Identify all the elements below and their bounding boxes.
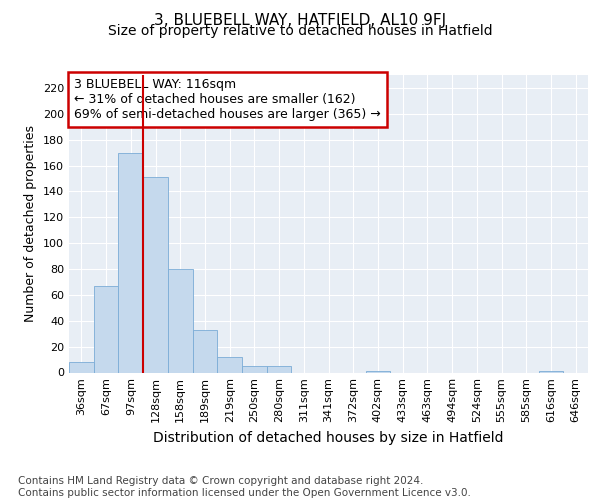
- X-axis label: Distribution of detached houses by size in Hatfield: Distribution of detached houses by size …: [153, 431, 504, 445]
- Text: Size of property relative to detached houses in Hatfield: Size of property relative to detached ho…: [107, 24, 493, 38]
- Text: Contains HM Land Registry data © Crown copyright and database right 2024.
Contai: Contains HM Land Registry data © Crown c…: [18, 476, 471, 498]
- Bar: [539, 371, 563, 372]
- Bar: [217, 357, 242, 372]
- Bar: [365, 371, 390, 372]
- Y-axis label: Number of detached properties: Number of detached properties: [25, 125, 37, 322]
- Bar: [143, 177, 168, 372]
- Bar: [168, 269, 193, 372]
- Bar: [118, 152, 143, 372]
- Bar: [193, 330, 217, 372]
- Bar: [267, 366, 292, 372]
- Text: 3 BLUEBELL WAY: 116sqm
← 31% of detached houses are smaller (162)
69% of semi-de: 3 BLUEBELL WAY: 116sqm ← 31% of detached…: [74, 78, 381, 121]
- Bar: [94, 286, 118, 372]
- Bar: [242, 366, 267, 372]
- Text: 3, BLUEBELL WAY, HATFIELD, AL10 9FJ: 3, BLUEBELL WAY, HATFIELD, AL10 9FJ: [154, 12, 446, 28]
- Bar: [69, 362, 94, 372]
